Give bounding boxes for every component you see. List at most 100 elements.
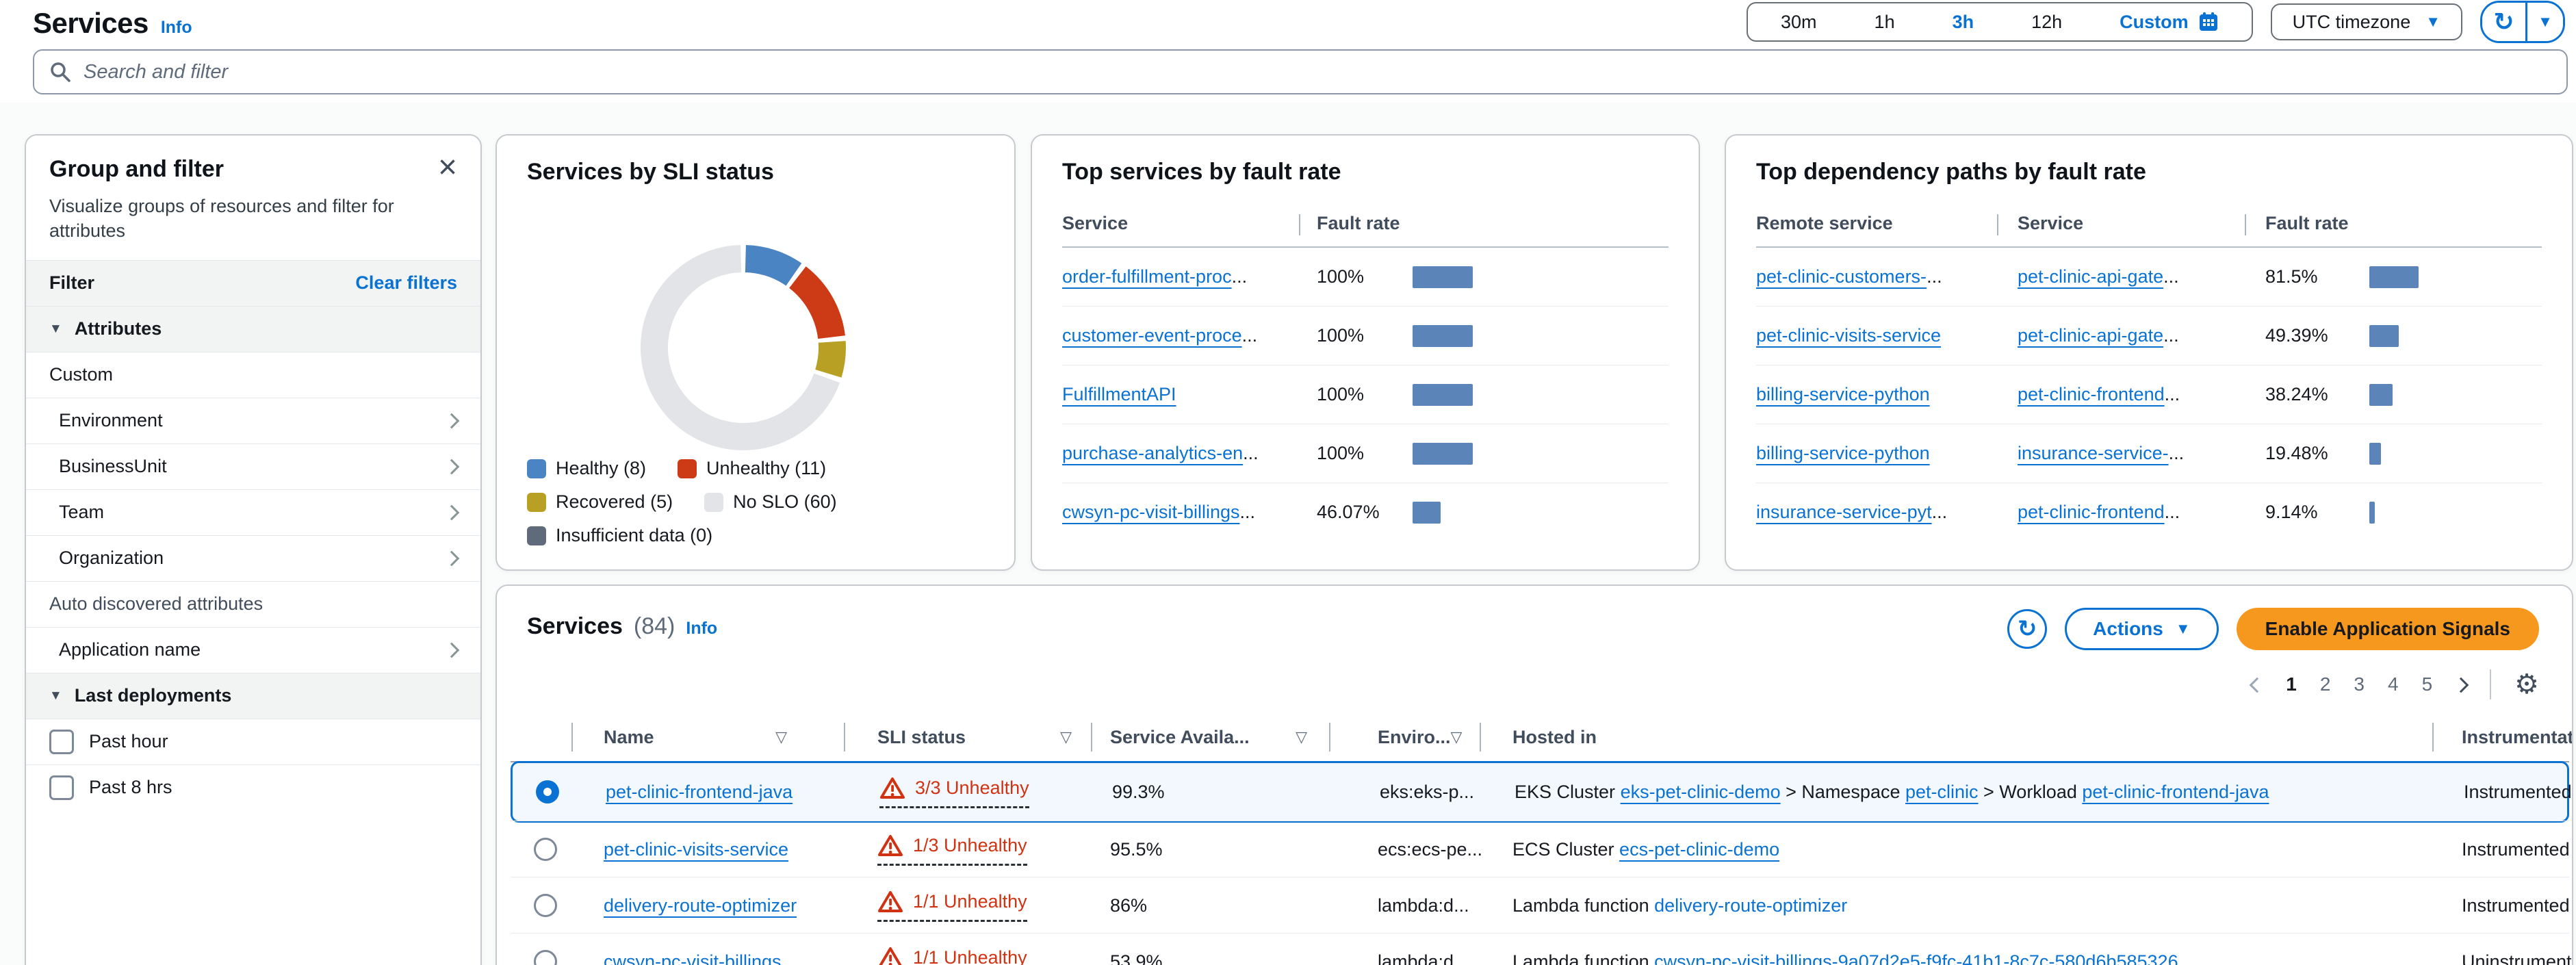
legend-item-insufficient-data[interactable]: Insufficient data (0) [527,525,712,546]
column-divider [2245,214,2246,235]
sidebar-item-application-name[interactable]: Application name [26,626,480,673]
table-settings-gear-icon[interactable]: ⚙ [2514,669,2539,699]
remote-service-link[interactable]: billing-service-python [1756,443,1930,463]
hosted-resource-link[interactable]: delivery-route-optimizer [1654,895,1848,916]
service-link[interactable]: purchase-analytics-en [1062,443,1244,463]
page-info-link[interactable]: Info [160,18,192,37]
checkbox-icon[interactable] [49,729,74,754]
time-range-30m[interactable]: 30m [1781,11,1817,32]
timezone-dropdown[interactable]: UTC timezone ▼ [2270,3,2462,40]
legend-item-healthy[interactable]: Healthy (8) [527,458,646,479]
legend-item-recovered[interactable]: Recovered (5) [527,491,673,513]
time-range-3h[interactable]: 3h [1952,11,1974,32]
card-title: Services by SLI status [527,159,774,185]
column-header-environment[interactable]: Enviro... ▽ [1378,726,1463,747]
sidebar-item-organization[interactable]: Organization [26,535,480,581]
sli-status-badge[interactable]: 1/1 Unhealthy [877,890,1027,922]
service-link[interactable]: FulfillmentAPI [1062,384,1176,404]
service-name-link[interactable]: cwsyn-pc-visit-billings [604,951,782,965]
hosted-resource-link[interactable]: pet-clinic [1905,781,1979,802]
service-link[interactable]: pet-clinic-api-gate [2018,266,2164,287]
donut-segment-recovered[interactable] [815,341,846,378]
service-name-link[interactable]: pet-clinic-visits-service [604,838,789,860]
actions-dropdown-button[interactable]: Actions ▼ [2065,608,2219,650]
row-radio[interactable] [534,894,557,917]
attributes-section-header[interactable]: ▼ Attributes [26,305,480,352]
availability-value: 95.5% [1110,838,1163,860]
service-link[interactable]: cwsyn-pc-visit-billings [1062,502,1240,522]
service-name-link[interactable]: pet-clinic-frontend-java [606,781,793,802]
remote-service-link[interactable]: pet-clinic-visits-service [1756,325,1942,346]
remote-service-link[interactable]: insurance-service-pyt [1756,502,1932,522]
sli-status-badge[interactable]: 3/3 Unhealthy [879,776,1029,808]
refresh-button[interactable]: ↻ [2482,3,2527,41]
column-header-sli-status[interactable]: SLI status ▽ [877,726,1072,747]
hosted-resource-link[interactable]: pet-clinic-frontend-java [2082,781,2269,802]
sort-icon[interactable]: ▽ [1450,728,1463,745]
row-radio-selected[interactable] [536,780,559,803]
last-deployments-section-header[interactable]: ▼ Last deployments [26,672,480,719]
hosted-resource-link[interactable]: eks-pet-clinic-demo [1620,781,1781,802]
column-header-instrumentation[interactable]: Instrumentation [2462,726,2573,747]
row-radio[interactable] [534,950,557,965]
table-row[interactable]: cwsyn-pc-visit-billings... 1/1 Unhealthy… [511,933,2572,965]
sidebar-item-team[interactable]: Team [26,489,480,535]
search-bar[interactable] [33,49,2568,94]
table-row[interactable]: pet-clinic-visits-service 1/3 Unhealthy … [511,821,2570,877]
page-4[interactable]: 4 [2387,673,2399,695]
service-link[interactable]: pet-clinic-frontend [2018,502,2165,522]
previous-page-button[interactable] [2249,673,2265,695]
time-range-custom[interactable]: Custom [2091,12,2247,33]
sidebar-item-businessunit[interactable]: BusinessUnit [26,443,480,489]
table-row[interactable]: delivery-route-optimizer 1/1 Unhealthy 8… [511,877,2570,934]
service-link[interactable]: order-fulfillment-proc [1062,266,1232,287]
legend-item-unhealthy[interactable]: Unhealthy (11) [678,458,826,479]
table-info-link[interactable]: Info [686,619,718,638]
page-5[interactable]: 5 [2421,673,2433,695]
sli-status-badge[interactable]: 1/3 Unhealthy [877,834,1027,866]
clear-filters-link[interactable]: Clear filters [355,272,457,294]
sidebar-item-environment[interactable]: Environment [26,397,480,443]
column-header-availability[interactable]: Service Availa... ▽ [1110,726,1307,747]
close-icon[interactable]: × [437,149,457,185]
column-divider [1091,723,1092,751]
refresh-options-button[interactable]: ▼ [2527,3,2563,41]
sort-icon[interactable]: ▽ [1060,728,1072,745]
caret-down-icon: ▼ [49,321,62,336]
next-page-button[interactable] [2453,673,2469,695]
page-title: Services [33,7,149,39]
hosted-resource-link[interactable]: ecs-pet-clinic-demo [1619,838,1780,860]
service-link[interactable]: pet-clinic-frontend [2018,384,2165,404]
checkbox-past-hour[interactable]: Past hour [26,718,480,764]
time-range-1h[interactable]: 1h [1874,11,1895,32]
hosted-resource-link[interactable]: cwsyn-pc-visit-billings-9a07d2e5-f9fc-41… [1654,951,2178,965]
checkbox-past-8hrs[interactable]: Past 8 hrs [26,764,480,810]
page-3[interactable]: 3 [2354,673,2365,695]
donut-segment-healthy[interactable] [745,245,802,286]
service-link[interactable]: insurance-service- [2018,443,2169,463]
sli-donut-chart[interactable] [497,177,1012,498]
donut-segment-unhealthy[interactable] [788,266,845,339]
page-1[interactable]: 1 [2286,673,2297,695]
time-range-12h[interactable]: 12h [2031,11,2063,32]
remote-service-link[interactable]: pet-clinic-customers- [1756,266,1927,287]
sli-status-badge[interactable]: 1/1 Unhealthy [877,946,1027,965]
legend-swatch [527,492,546,512]
search-input[interactable] [82,60,2551,84]
service-link[interactable]: customer-event-proce [1062,325,1242,346]
sort-icon[interactable]: ▽ [775,728,787,745]
legend-item-no-slo[interactable]: No SLO (60) [704,491,837,513]
sort-icon[interactable]: ▽ [1296,728,1307,745]
table-row[interactable]: pet-clinic-frontend-java 3/3 Unhealthy 9… [511,761,2572,823]
donut-segment-no-slo[interactable] [641,245,840,450]
column-header-hosted-in[interactable]: Hosted in [1512,726,1597,747]
remote-service-link[interactable]: billing-service-python [1756,384,1930,404]
service-link[interactable]: pet-clinic-api-gate [2018,325,2164,346]
column-header-name[interactable]: Name ▽ [604,726,787,747]
enable-application-signals-button[interactable]: Enable Application Signals [2236,608,2539,650]
row-radio[interactable] [534,838,557,861]
service-name-link[interactable]: delivery-route-optimizer [604,895,797,916]
table-refresh-button[interactable]: ↻ [2007,609,2048,649]
page-2[interactable]: 2 [2319,673,2331,695]
checkbox-icon[interactable] [49,775,74,800]
